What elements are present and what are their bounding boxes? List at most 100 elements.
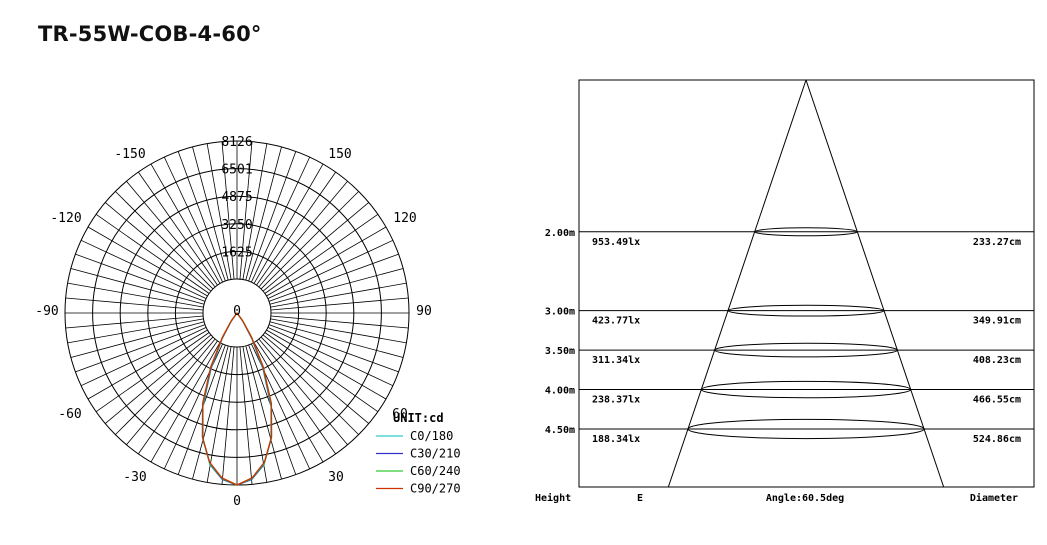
polar-spoke [266,226,387,297]
polar-spoke [242,346,268,483]
polar-spoke [65,315,204,329]
polar-spoke [95,214,210,294]
polar-spoke [260,336,359,435]
polar-spoke [138,171,218,286]
polar-ring [92,168,382,458]
polar-spoke [270,315,409,329]
cone-height-label: 2.00m [545,228,575,239]
cone-header: Diameter [970,492,1018,504]
polar-spoke [150,342,221,463]
polar-spoke [138,340,218,455]
polar-spoke [264,214,379,294]
polar-spoke [245,146,282,281]
polar-spoke [75,324,206,373]
cone-illuminance-value: 188.34lx [592,434,640,445]
cone-illuminance-value: 423.77lx [592,316,640,327]
polar-center-label: 0 [233,304,241,319]
polar-ring [119,195,355,431]
legend-entry: C90/270 [410,482,461,496]
polar-unit-label: UNIT:cd [393,411,444,425]
polar-spoke [260,191,359,290]
cone-ellipse [687,418,925,440]
polar-spoke [126,180,216,288]
cone-height-label: 4.50m [545,425,575,436]
legend-entry: C0/180 [410,429,453,443]
cone-illuminance-value: 238.37lx [592,395,640,406]
polar-spoke [221,346,235,485]
page-title: TR-55W-COB-4-60° [38,22,262,46]
cone-diameter-value: 349.91cm [973,316,1021,327]
polar-spoke [270,297,409,311]
polar-spoke [87,226,208,297]
polar-angle-label: 150 [328,147,351,162]
cone-ellipse [700,380,912,399]
polar-spoke [242,143,268,280]
polar-spoke [65,297,204,311]
polar-spoke [253,342,324,463]
cone-diameter-value: 466.55cm [973,395,1021,406]
legend-entry: C60/240 [410,464,461,478]
cone-diameter-value: 408.23cm [973,355,1021,366]
polar-spoke [270,318,407,344]
polar-spoke [262,334,370,424]
polar-spoke [150,163,221,284]
cone-illuminance-value: 953.49lx [592,237,640,248]
polar-spoke [268,253,399,302]
polar-spoke [192,345,229,480]
polar-spoke [95,332,210,412]
polar-radial-tick: 8126 [221,135,252,150]
cone-height-label: 4.00m [545,386,575,397]
polar-spoke [270,282,407,308]
polar-radial-tick: 1625 [221,245,252,260]
cone-edge-right [805,79,945,488]
cone-lines [667,79,945,488]
polar-spoke [256,340,336,455]
polar-spoke [87,329,208,400]
polar-spoke [67,282,204,308]
polar-spoke [115,336,214,435]
polar-spoke [177,344,226,475]
polar-ring [174,250,300,376]
polar-spoke [245,345,282,480]
polar-spoke [258,180,348,288]
polar-spoke [248,151,297,282]
polar-spoke [221,141,235,280]
cone-header: E [637,493,643,504]
polar-radial-tick: 4875 [221,190,252,205]
polar-spoke [268,324,399,373]
cone-diameter-value: 233.27cm [973,237,1021,248]
polar-spoke [239,346,253,485]
polar-spoke [70,268,205,305]
cone-diameter-value: 524.86cm [973,434,1021,445]
polar-spoke [269,321,404,358]
polar-curves [201,312,273,486]
polar-spoke [258,338,348,446]
polar-spoke [192,146,229,281]
polar-spoke [80,239,207,299]
polar-angle-label: -90 [35,304,58,319]
polar-angle-label: 120 [393,211,416,226]
cone-height-label: 3.50m [545,346,575,357]
polar-spoke [251,156,311,283]
cone-illuminance-value: 311.34lx [592,355,640,366]
cone-ellipse [714,342,898,358]
polar-spoke [80,327,207,387]
polar-spoke [163,156,223,283]
polar-spoke [239,141,253,280]
cone-rows: 2.00m 953.49lx 233.27cm 3.00m 423.77lx 349.91… [545,227,1034,445]
polar-angle-label: -30 [123,470,146,485]
polar-angle-label: -60 [58,407,81,422]
polar-angle-label: 0 [233,494,241,509]
cone-ellipse [754,227,858,237]
polar-spoke [177,151,226,282]
polar-spoke [67,318,204,344]
polar-labels: 1625 3250 4875 6501 8126 0 -150 150 -120 120 -90 90… [35,135,432,509]
polar-spoke [206,346,232,483]
polar-grid [64,140,410,486]
cone-height-label: 3.00m [545,307,575,318]
cone-headers: Height E Angle:60.5deg Diameter [535,492,1018,504]
polar-spoke [115,191,214,290]
polar-legend: UNIT:cd C0/180 C30/210 C60/240 C90/270 [376,411,461,496]
polar-radial-tick: 3250 [221,218,252,233]
